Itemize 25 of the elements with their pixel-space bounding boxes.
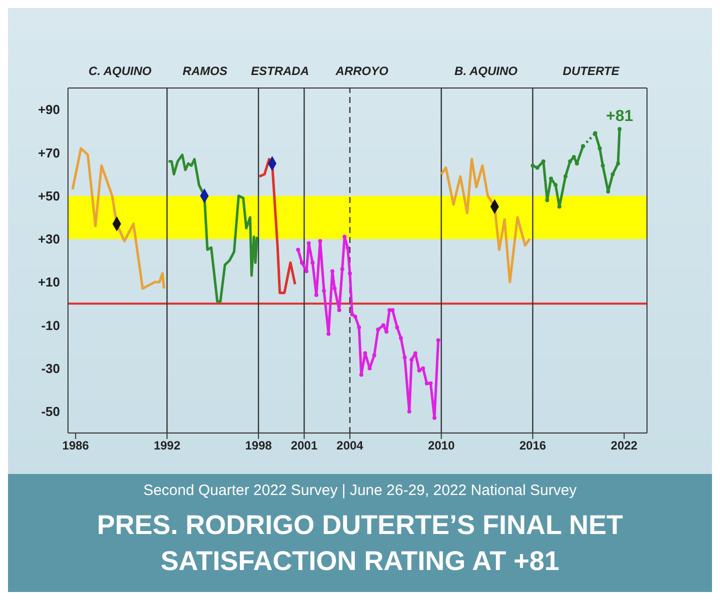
x-tick-label: 2001	[290, 438, 318, 453]
y-tick-label: +10	[38, 274, 60, 290]
x-tick-label: 2016	[519, 438, 546, 453]
y-tick-label: -50	[41, 404, 60, 420]
text: PRES. RODRIGO DUTERTE’S FINAL NET SATISFACTION RATING AT +81	[96, 509, 624, 578]
annotation: +81	[606, 108, 634, 125]
x-tick-label: 1998	[245, 438, 272, 453]
y-tick-label: +50	[38, 188, 60, 204]
y-tick-label: +70	[38, 145, 60, 160]
x-tick-label: 2022	[610, 438, 638, 453]
y-tick-label: -10	[41, 318, 60, 333]
x-tick-label: 2004	[336, 438, 364, 453]
text: Second Quarter 2022 Survey | June 26-29, 2022 National Survey	[142, 482, 578, 499]
y-tick-label: +30	[38, 232, 60, 247]
text: C. AQUINO	[88, 64, 152, 78]
x-tick-label: 2010	[428, 438, 455, 453]
text: ARROYO	[336, 64, 388, 78]
text: B. AQUINO	[454, 64, 518, 78]
text: ESTRADA	[250, 64, 310, 78]
x-tick-label: 1986	[62, 438, 90, 453]
x-tick-label: 1992	[154, 438, 181, 453]
text: DUTERTE	[562, 64, 620, 78]
text: RAMOS	[182, 64, 228, 78]
y-tick-label: +90	[38, 102, 60, 118]
y-tick-label: -30	[41, 360, 60, 376]
